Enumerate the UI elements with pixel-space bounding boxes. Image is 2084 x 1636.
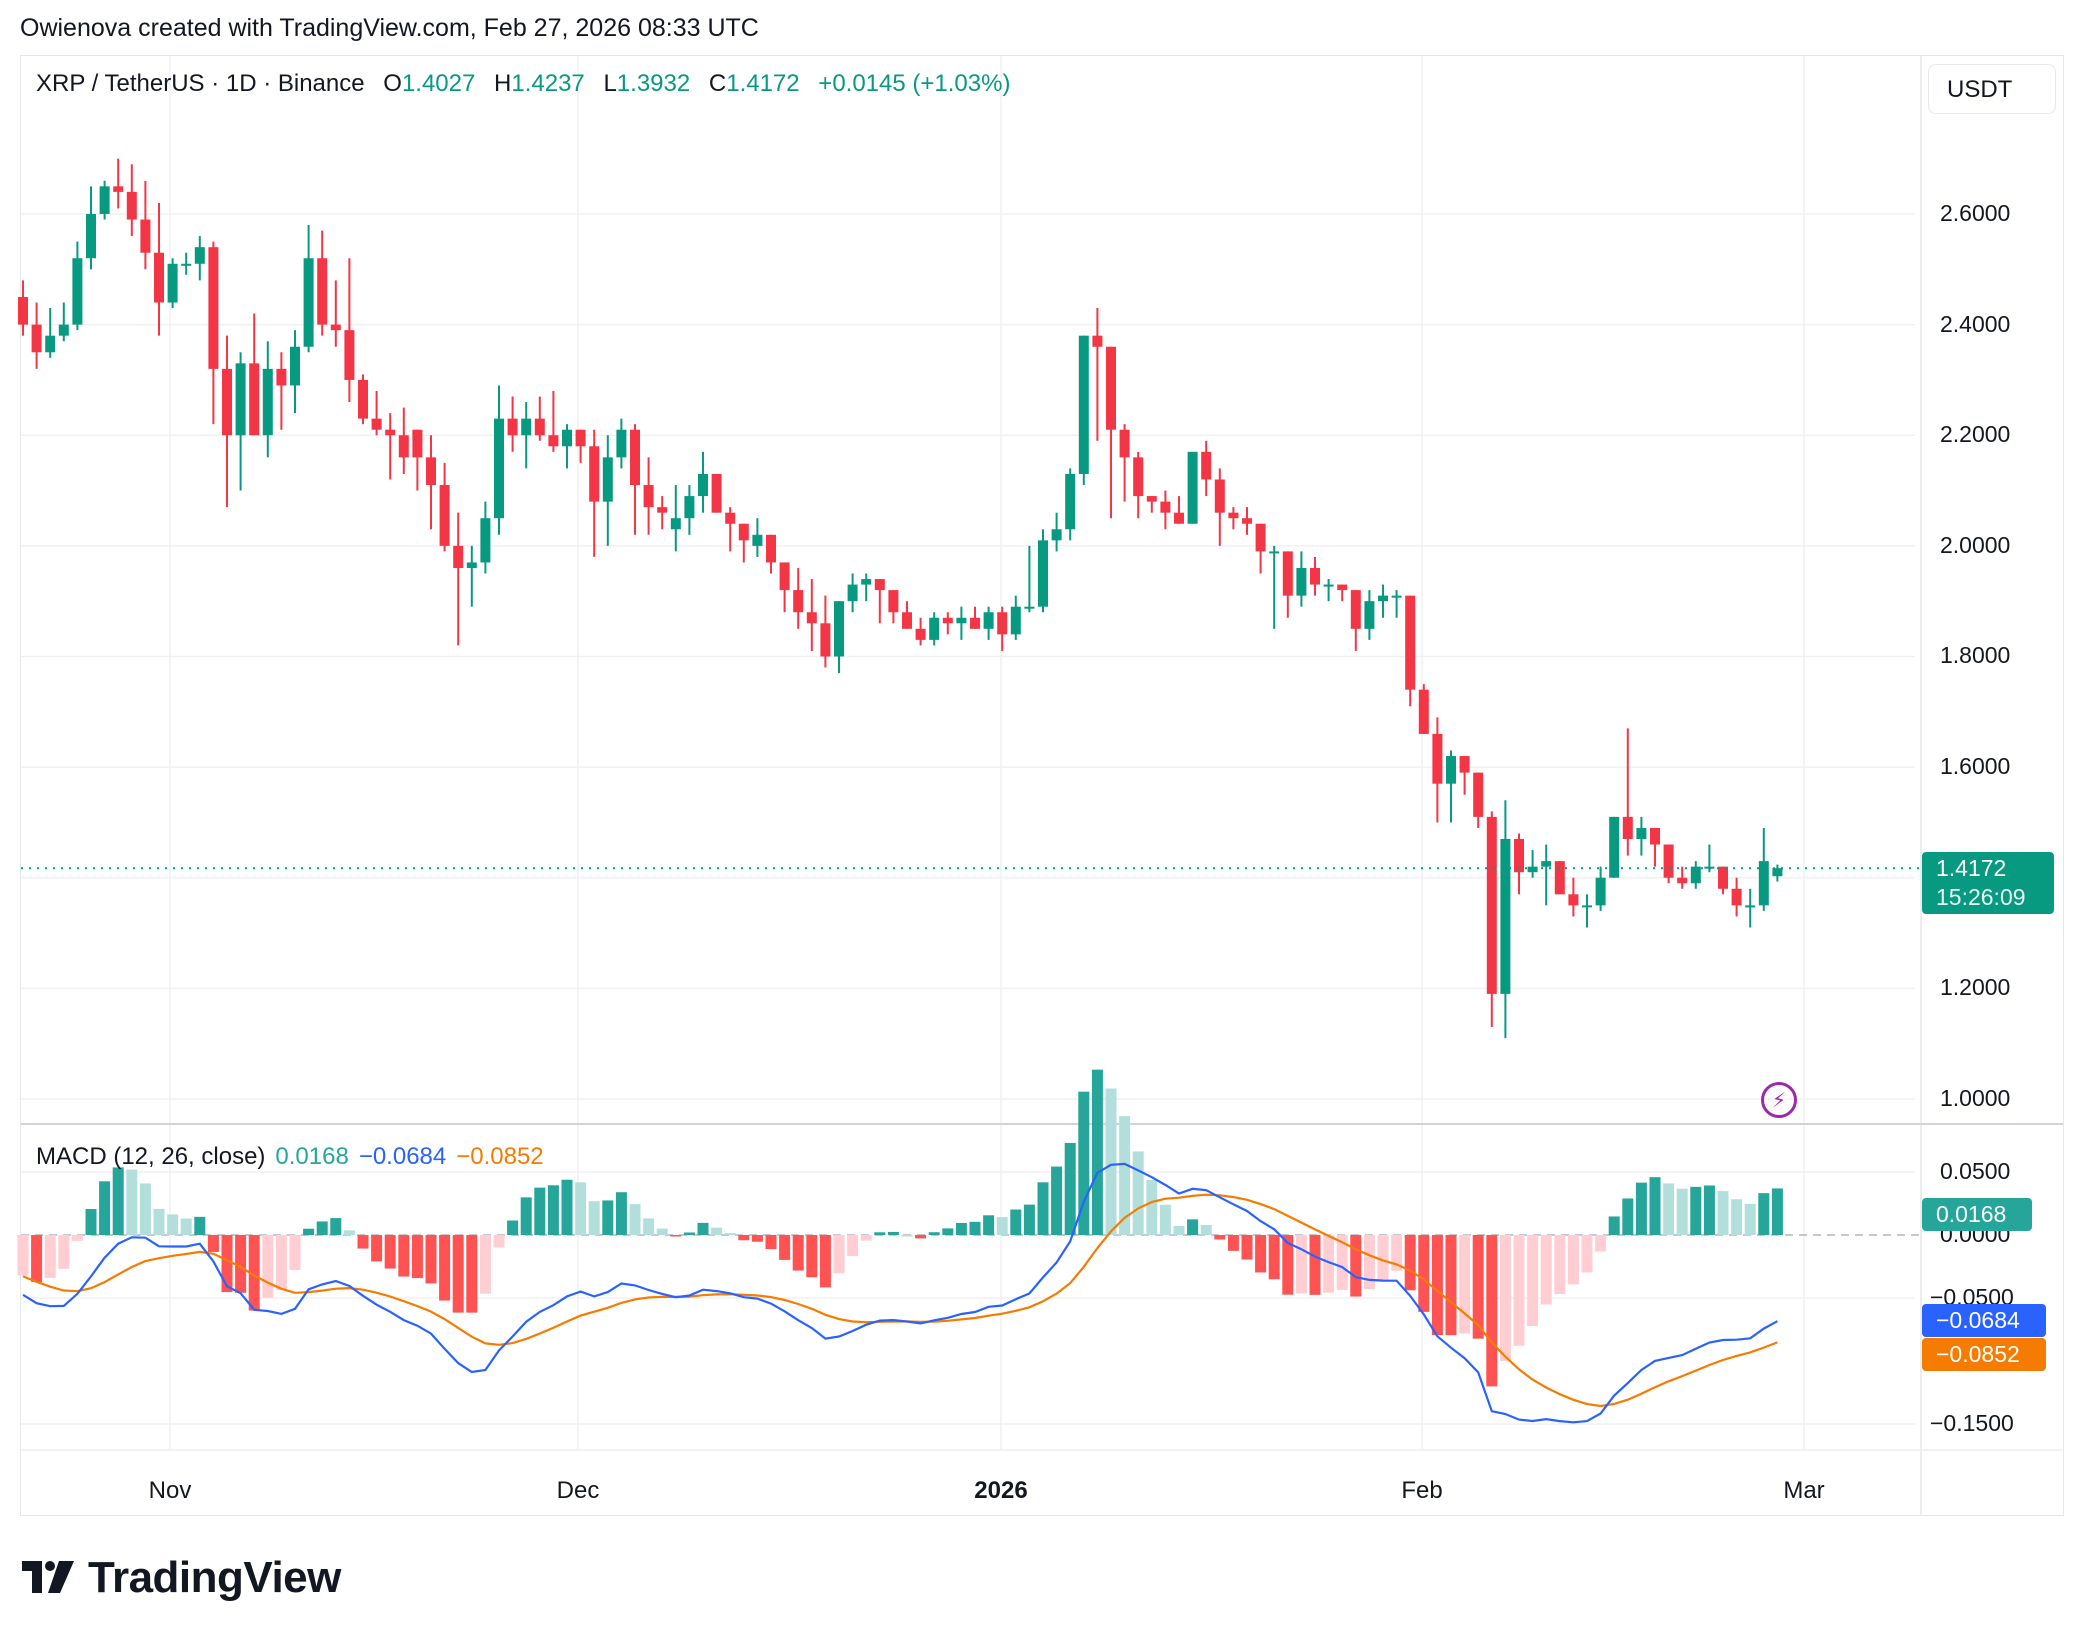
grid-lines (21, 56, 2063, 1515)
price-axis-label: 1.2000 (1940, 974, 2011, 1001)
price-axis-label: 2.0000 (1940, 531, 2011, 558)
low-value: 1.3932 (616, 70, 691, 97)
high-label: H (494, 70, 512, 97)
bar-countdown: 15:26:09 (1936, 884, 2026, 910)
time-axis-label: Mar (1783, 1477, 1825, 1504)
last-price-tag: 1.4172 15:26:09 (1922, 852, 2054, 914)
time-axis-label: Nov (148, 1477, 192, 1504)
close-value: 1.4172 (726, 70, 800, 97)
time-axis-label: 2026 (974, 1477, 1028, 1504)
price-axis-label: 2.6000 (1940, 200, 2011, 226)
macd-axis-label: 0.0500 (1940, 1158, 2011, 1184)
chart-frame (20, 55, 2064, 1516)
tradingview-logo: TradingView (22, 1553, 341, 1603)
price-axis-label: 2.2000 (1940, 421, 2011, 448)
macd-signal-tag: −0.0852 (1922, 1338, 2046, 1371)
low-label: L (603, 70, 617, 97)
price-candles (18, 158, 1922, 1039)
currency-button[interactable]: USDT (1928, 64, 2056, 114)
macd-line-value: −0.0684 (358, 1143, 447, 1170)
tradingview-logo-text: TradingView (88, 1553, 341, 1602)
price-axis-label: 1.0000 (1940, 1084, 2011, 1111)
macd-lines (22, 1162, 1778, 1424)
price-axis-label: 1.8000 (1940, 642, 2011, 669)
lightning-icon[interactable]: ⚡︎ (1761, 1082, 1797, 1118)
symbol-title: XRP / TetherUS · 1D · Binance (36, 70, 365, 97)
chart-watermark: Owienova created with TradingView.com, F… (20, 14, 759, 42)
macd-legend: MACD (12, 26, close) 0.0168 −0.0684 −0.0852 (36, 1143, 544, 1171)
macd-signal-value: −0.0852 (456, 1143, 544, 1170)
macd-title: MACD (12, 26, close) (36, 1143, 266, 1170)
price-axis-label: 1.6000 (1940, 753, 2011, 780)
high-value: 1.4237 (511, 70, 585, 97)
price-axis-label: 2.4000 (1940, 310, 2011, 337)
open-label: O (383, 70, 402, 97)
macd-axis-label: −0.1500 (1930, 1410, 2014, 1436)
time-axis-label: Feb (1401, 1477, 1443, 1504)
tradingview-logo-icon (22, 1561, 74, 1593)
time-axis-label: Dec (556, 1477, 600, 1504)
last-price-value: 1.4172 (1936, 855, 2007, 881)
close-label: C (708, 70, 727, 97)
macd-hist-tag: 0.0168 (1922, 1198, 2032, 1231)
macd-line-tag: −0.0684 (1922, 1304, 2046, 1337)
macd-histogram (17, 1069, 1783, 1387)
change-value: +0.0145 (+1.03%) (818, 70, 1011, 97)
macd-hist-value: 0.0168 (275, 1143, 349, 1170)
open-value: 1.4027 (401, 70, 476, 97)
symbol-legend: XRP / TetherUS · 1D · Binance O1.4027 H1… (36, 70, 1022, 98)
